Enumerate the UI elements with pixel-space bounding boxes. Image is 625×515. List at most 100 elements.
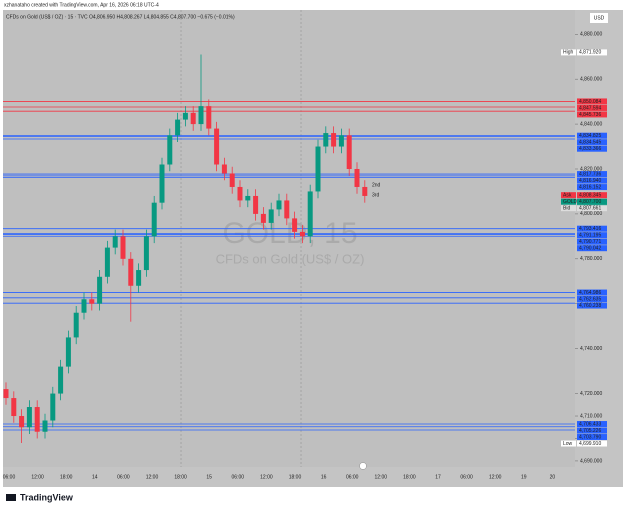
price-tag-label: 4,871.920 (579, 50, 601, 56)
credit: xzhanataho created with TradingView.com,… (4, 2, 159, 8)
price-tag-label: 4,807.700 (579, 199, 601, 205)
price-tag (577, 145, 607, 152)
symbol-line: CFDs on Gold (US$ / OZ) · 15 · TVC O4,80… (6, 14, 235, 20)
candle-body (167, 135, 173, 165)
candle-body (143, 236, 149, 271)
candle-body (97, 276, 103, 304)
candle-body (19, 416, 25, 428)
y-tick-label: 4,880.000 (580, 32, 602, 38)
candle-body (221, 164, 227, 174)
price-tag (577, 421, 607, 428)
y-tick-label: 4,720.000 (580, 391, 602, 397)
brand: TradingView (20, 492, 74, 502)
x-tick-label: 17 (435, 474, 441, 480)
price-tag-label: 4,816.940 (579, 178, 601, 184)
candle-body (229, 173, 235, 187)
price-tag-label: 4,790.042 (579, 246, 601, 252)
price-tag-label: 4,816.152 (579, 184, 601, 190)
price-tag (577, 225, 607, 232)
currency-box (590, 13, 608, 23)
price-tag (577, 98, 607, 105)
x-tick-label: 14 (92, 474, 98, 480)
y-tick-label: 4,840.000 (580, 121, 602, 127)
price-tag-name: Bid (563, 205, 570, 211)
price-tag-label: 4,850.084 (579, 99, 601, 105)
candle-body (346, 135, 352, 169)
price-tag-label: 4,793.416 (579, 226, 601, 232)
y-tick-label: 4,800.000 (580, 211, 602, 217)
x-tick-label: 16 (321, 474, 327, 480)
candle-body (284, 200, 290, 219)
x-tick-label: 12:00 (31, 474, 44, 480)
y-tick-label: 4,780.000 (580, 256, 602, 262)
candle-body (136, 270, 142, 286)
annotation: 2nd (372, 182, 381, 188)
candle-body (253, 195, 259, 214)
x-tick-label: 06:00 (3, 474, 16, 480)
x-tick-label: 06:00 (460, 474, 473, 480)
price-tag (577, 184, 607, 191)
candle-body (128, 258, 134, 286)
plot-area (3, 10, 575, 467)
price-tag (577, 171, 607, 178)
price-tag-label: 4,791.195 (579, 233, 601, 239)
candle-body (323, 133, 329, 147)
price-tag-label: 4,808.345 (579, 192, 601, 198)
time-axis (3, 467, 623, 487)
price-tag (577, 139, 607, 146)
price-tag-label: 4,845.736 (579, 112, 601, 118)
x-tick-label: 06:00 (232, 474, 245, 480)
price-tag (577, 296, 607, 303)
candle-body (331, 133, 337, 147)
candle-body (245, 195, 251, 201)
candle-body (292, 218, 298, 232)
price-tag-name-box (561, 192, 576, 199)
candle-body (307, 191, 313, 237)
price-tag-name: Ask (563, 192, 572, 198)
x-tick-label: 18:00 (289, 474, 302, 480)
candle-body (104, 247, 110, 277)
x-tick-label: 18:00 (403, 474, 416, 480)
price-tag-label: 4,706.433 (579, 421, 601, 427)
price-tag (577, 289, 607, 296)
events-icon[interactable] (359, 462, 367, 470)
candle-body (260, 213, 266, 223)
price-tag (577, 205, 607, 212)
x-tick-label: 12:00 (146, 474, 159, 480)
logo (6, 494, 16, 501)
candle-body (11, 398, 17, 417)
candle-body (81, 299, 87, 313)
x-tick-label: 15 (206, 474, 212, 480)
price-tag (577, 49, 607, 56)
candle-body (182, 112, 188, 120)
price-tag-label: 4,705.226 (579, 428, 601, 434)
price-axis (575, 10, 623, 467)
price-tag (577, 132, 607, 139)
price-tag (577, 302, 607, 309)
y-tick-label: 4,820.000 (580, 166, 602, 172)
candle-body (268, 209, 274, 223)
x-tick-label: 12:00 (489, 474, 502, 480)
watermark-subtitle: CFDs on Gold (US$ / OZ) (216, 251, 365, 266)
candle-body (206, 106, 212, 129)
price-tag-label: 4,762.635 (579, 296, 601, 302)
price-tag-name-box (561, 49, 576, 56)
candle-body (159, 164, 165, 203)
candle-body (198, 106, 204, 125)
price-tag-label: 4,834.545 (579, 140, 601, 146)
price-tag (577, 245, 607, 252)
x-tick-label: 06:00 (346, 474, 359, 480)
candle-body (42, 420, 48, 432)
candle-body (34, 407, 40, 432)
candle-body (276, 200, 282, 210)
price-tag-name-box (561, 440, 576, 447)
x-tick-label: 18:00 (174, 474, 187, 480)
price-tag-label: 4,764.986 (579, 290, 601, 296)
candle-body (89, 299, 95, 304)
price-tag (577, 198, 607, 205)
candle-body (354, 168, 360, 187)
y-tick-label: 4,740.000 (580, 346, 602, 352)
price-tag (577, 192, 607, 199)
candle-body (50, 393, 56, 421)
candle-body (214, 128, 220, 165)
